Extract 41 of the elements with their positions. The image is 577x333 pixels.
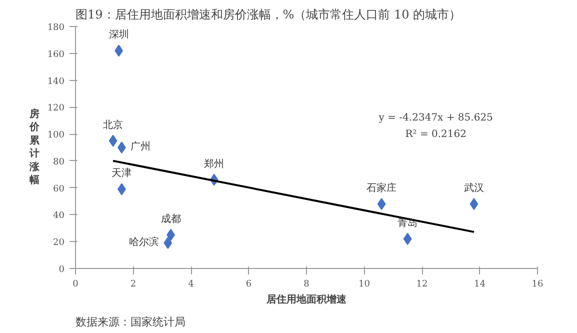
point — [403, 232, 412, 245]
x-axis-title: 居住用地面积增速 — [266, 294, 348, 306]
annotation: 石家庄 — [366, 182, 397, 194]
y-tick-label: 140 — [47, 76, 65, 87]
point — [470, 198, 478, 210]
x-tick-label: 14 — [474, 280, 486, 290]
annotation: 天津 — [112, 167, 132, 180]
annotation: 郑州 — [204, 158, 224, 170]
y-tick-label: 60 — [53, 184, 65, 194]
chart-title: 图19：居住用地面积增速和房价涨幅，%（城市常住人口前 10 的城市） — [76, 8, 462, 22]
y-tick-label: 80 — [53, 157, 65, 168]
point — [164, 236, 172, 249]
point — [118, 142, 126, 154]
annotation: 哈尔滨 — [128, 236, 159, 248]
y-tick-label: 160 — [47, 50, 65, 60]
x-tick-label: 4 — [188, 280, 194, 290]
y-tick-label: 120 — [47, 104, 65, 114]
y-tick-label: 180 — [47, 23, 65, 33]
annotation: 青岛 — [398, 216, 418, 229]
x-tick-label: 10 — [358, 280, 370, 290]
y-axis-title: 房价累计涨幅 — [28, 108, 40, 186]
point — [108, 134, 118, 147]
x-tick-label: 16 — [532, 280, 544, 290]
annotation: 成都 — [160, 212, 181, 225]
point — [377, 198, 386, 210]
annotation: 深圳 — [108, 28, 129, 41]
x-tick-label: 6 — [246, 280, 252, 290]
y-tick-label: 0 — [58, 265, 65, 275]
y-tick-label: 40 — [53, 211, 65, 222]
annotation: 武汉 — [464, 182, 484, 194]
y-tick-label: 100 — [47, 130, 65, 141]
x-tick-label: 0 — [72, 280, 79, 290]
annotation: 广州 — [130, 140, 151, 152]
source-note: 数据来源：国家统计局 — [76, 316, 186, 328]
x-tick-label: 2 — [130, 280, 136, 290]
x-tick-label: 8 — [304, 280, 310, 290]
annotation: 北京 — [103, 118, 124, 131]
y-tick-label: 20 — [53, 238, 65, 248]
x-tick-label: 12 — [416, 280, 428, 290]
annotation: R² = 0.2162 — [405, 129, 466, 140]
annotation: y = -4.2347x + 85.625 — [378, 112, 493, 124]
